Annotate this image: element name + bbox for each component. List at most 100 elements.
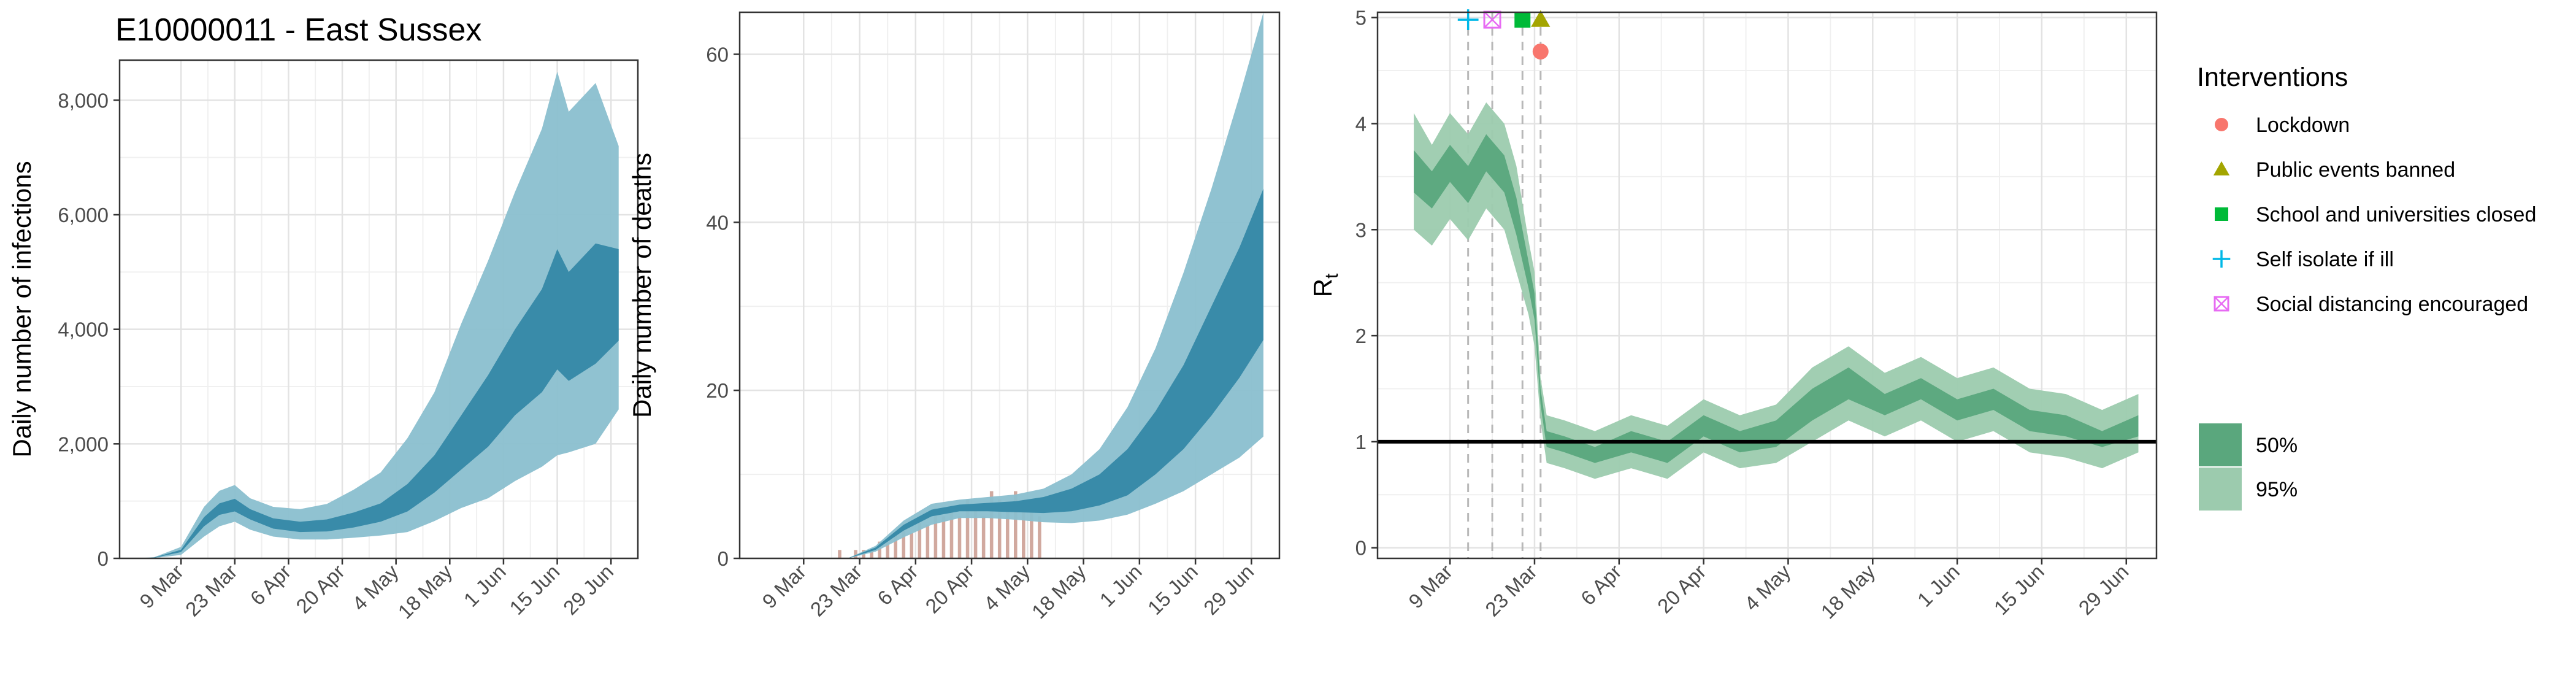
death-bar [918, 516, 922, 558]
x-tick-label: 15 Jun [1990, 560, 2049, 619]
y-axis-title: Daily number of infections [7, 161, 36, 457]
x-tick-label: 1 Jun [1913, 560, 1964, 611]
panel-border [118, 59, 639, 560]
legend: Interventions Lockdown Public events banne… [2197, 63, 2536, 511]
legend-key-plus [2212, 250, 2231, 268]
death-bar [941, 516, 946, 558]
death-bar [973, 507, 978, 558]
legend-label: Self isolate if ill [2256, 248, 2394, 271]
death-bar [878, 541, 881, 558]
death-bar [838, 550, 841, 558]
legend-ci-label: 95% [2256, 478, 2298, 501]
y-tick-label: 2 [1355, 325, 1367, 347]
x-tick-label: 1 Jun [459, 560, 510, 611]
y-tick-label: 6,000 [58, 204, 109, 226]
intervention-marker [1532, 43, 1549, 60]
death-bar [926, 525, 930, 558]
death-bar [886, 541, 889, 558]
y-tick-label: 60 [706, 43, 729, 66]
y-tick-label: 40 [706, 211, 729, 234]
x-tick-label: 15 Jun [505, 560, 564, 619]
legend-swatch [2199, 423, 2242, 466]
legend-label: Lockdown [2256, 114, 2350, 137]
death-bar [894, 533, 897, 558]
legend-key-boxx [2214, 296, 2229, 312]
x-tick-label: 20 Apr [291, 560, 349, 618]
x-tick-label: 6 Apr [1576, 560, 1626, 610]
y-tick-label: 0 [98, 547, 109, 570]
legend-swatch [2199, 468, 2242, 511]
x-tick-label: 20 Apr [921, 560, 978, 618]
x-tick-label: 9 Mar [757, 560, 810, 613]
death-bar [957, 516, 962, 558]
y-tick-label: 5 [1355, 7, 1367, 29]
y-tick-label: 1 [1355, 431, 1367, 453]
death-bar [1014, 491, 1018, 558]
ci-band-95pct [135, 71, 619, 558]
plot-area [135, 71, 619, 558]
legend-label: School and universities closed [2256, 203, 2536, 226]
y-tick-label: 2,000 [58, 433, 109, 455]
death-bar [1038, 516, 1041, 558]
death-bar [997, 499, 1002, 558]
x-tick-label: 15 Jun [1143, 560, 1202, 619]
death-bar [989, 491, 994, 558]
y-axis-title-main: R [1308, 279, 1337, 297]
y-tick-label: 4,000 [58, 318, 109, 341]
legend-label: Public events banned [2256, 158, 2455, 182]
death-bar [902, 525, 906, 558]
intervention-marker [1514, 12, 1531, 28]
x-tick-label: 29 Jun [1199, 560, 1258, 619]
y-tick-label: 0 [718, 547, 729, 570]
death-bar [870, 550, 873, 558]
death-bar [981, 516, 986, 558]
plot-area [1378, 12, 2156, 558]
death-bar [1022, 499, 1025, 558]
x-tick-label: 23 Mar [1481, 560, 1541, 621]
death-bar [854, 550, 857, 558]
y-axis-title: Rt [1308, 273, 1342, 297]
legend-key-circle [2215, 118, 2228, 131]
plot-area [838, 12, 1263, 558]
legend-key-square [2215, 207, 2228, 221]
legend-key-boxx-x2 [2214, 296, 2229, 311]
x-tick-label: 29 Jun [2074, 560, 2133, 619]
x-tick-label: 6 Apr [246, 560, 296, 610]
legend-key-boxx-box [2214, 296, 2229, 312]
death-bar [933, 507, 938, 558]
y-tick-label: 4 [1355, 112, 1367, 135]
ci-band-50pct [1414, 134, 2139, 463]
ci-band-95pct [1414, 102, 2139, 479]
x-tick-label: 9 Mar [1404, 560, 1457, 613]
death-bar [965, 499, 970, 558]
legend-key-triangle [2213, 161, 2230, 175]
panel-background [1378, 12, 2156, 558]
chart-title: E10000011 - East Sussex [115, 12, 481, 48]
y-axis-title: Daily number of deaths [627, 153, 656, 418]
death-bar [949, 507, 954, 558]
death-bar [1030, 507, 1033, 558]
x-tick-label: 1 Jun [1095, 560, 1146, 611]
x-tick-label: 4 May [1740, 560, 1795, 615]
intervention-marker [1531, 10, 1551, 27]
x-tick-label: 20 Apr [1653, 560, 1711, 618]
x-tick-label: 23 Mar [806, 560, 867, 621]
y-axis-title-subscript: t [1322, 273, 1342, 279]
x-tick-label: 4 May [979, 560, 1035, 615]
ci-band-50pct [135, 243, 619, 558]
x-tick-label: 29 Jun [559, 560, 618, 619]
death-bar [1005, 507, 1010, 558]
y-tick-label: 0 [1355, 537, 1367, 560]
y-tick-label: 8,000 [58, 89, 109, 112]
x-tick-label: 9 Mar [135, 560, 188, 613]
y-tick-label: 20 [706, 379, 729, 402]
x-tick-label: 6 Apr [873, 560, 922, 610]
panel-border [738, 11, 1281, 560]
x-tick-label: 23 Mar [181, 560, 242, 621]
x-tick-label: 18 May [1027, 560, 1091, 623]
rt-panel: 0 1 2 3 4 5 9 Mar 23 Mar 6 Apr 20 Apr 4 May 18 May 1… [1308, 7, 2158, 623]
